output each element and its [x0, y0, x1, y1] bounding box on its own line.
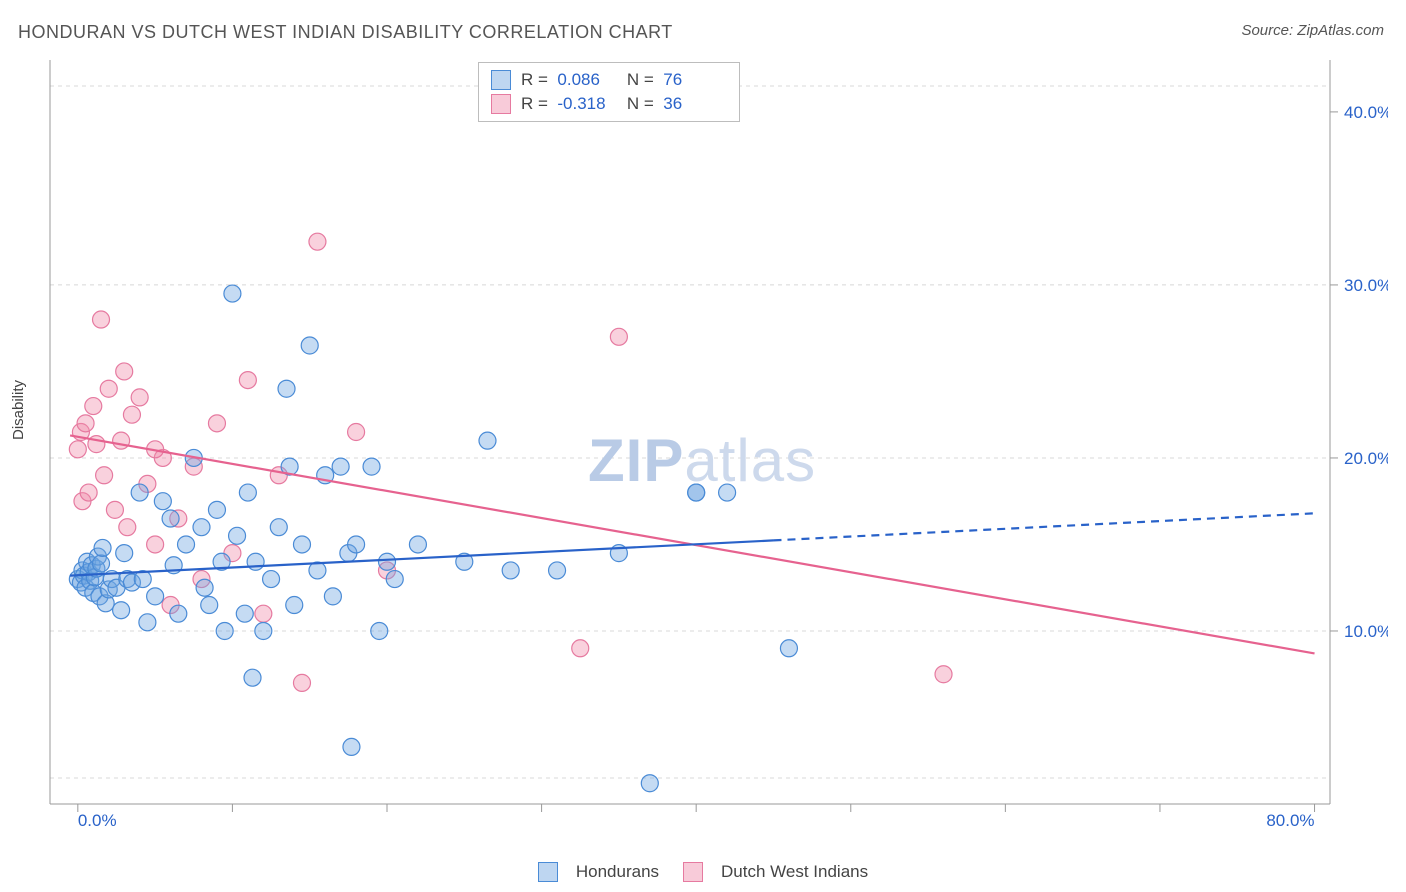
legend-label: Hondurans: [576, 862, 659, 882]
svg-text:10.0%: 10.0%: [1344, 622, 1388, 641]
r-value: 0.086: [557, 70, 617, 90]
legend-label: Dutch West Indians: [721, 862, 868, 882]
svg-text:0.0%: 0.0%: [78, 811, 117, 828]
svg-text:20.0%: 20.0%: [1344, 449, 1388, 468]
n-label: N =: [627, 70, 654, 90]
r-label: R =: [521, 70, 548, 90]
swatch-blue-icon: [491, 70, 511, 90]
source-label: Source: ZipAtlas.com: [1241, 22, 1384, 39]
r-label: R =: [521, 94, 548, 114]
swatch-pink-icon: [683, 862, 703, 882]
legend-bottom: Hondurans Dutch West Indians: [0, 862, 1406, 882]
scatter-plot: 0.0%80.0%10.0%20.0%30.0%40.0% ZIPatlas R…: [48, 58, 1388, 828]
n-label: N =: [627, 94, 654, 114]
svg-text:80.0%: 80.0%: [1266, 811, 1314, 828]
chart-title: HONDURAN VS DUTCH WEST INDIAN DISABILITY…: [18, 22, 673, 43]
svg-text:30.0%: 30.0%: [1344, 276, 1388, 295]
swatch-pink-icon: [491, 94, 511, 114]
stats-legend-box: R = 0.086 N = 76 R = -0.318 N = 36: [478, 62, 740, 122]
legend-item-dutch: Dutch West Indians: [683, 862, 868, 882]
n-value: 76: [663, 70, 723, 90]
n-value: 36: [663, 94, 723, 114]
y-axis-label: Disability: [10, 380, 27, 440]
r-value: -0.318: [557, 94, 617, 114]
legend-item-hondurans: Hondurans: [538, 862, 659, 882]
svg-text:40.0%: 40.0%: [1344, 103, 1388, 122]
stats-row-hondurans: R = 0.086 N = 76: [491, 68, 723, 92]
swatch-blue-icon: [538, 862, 558, 882]
chart-svg: 0.0% 80.0% 10.0% 20.0% 30.0% 40.0%: [48, 58, 1388, 828]
stats-row-dutch: R = -0.318 N = 36: [491, 92, 723, 116]
